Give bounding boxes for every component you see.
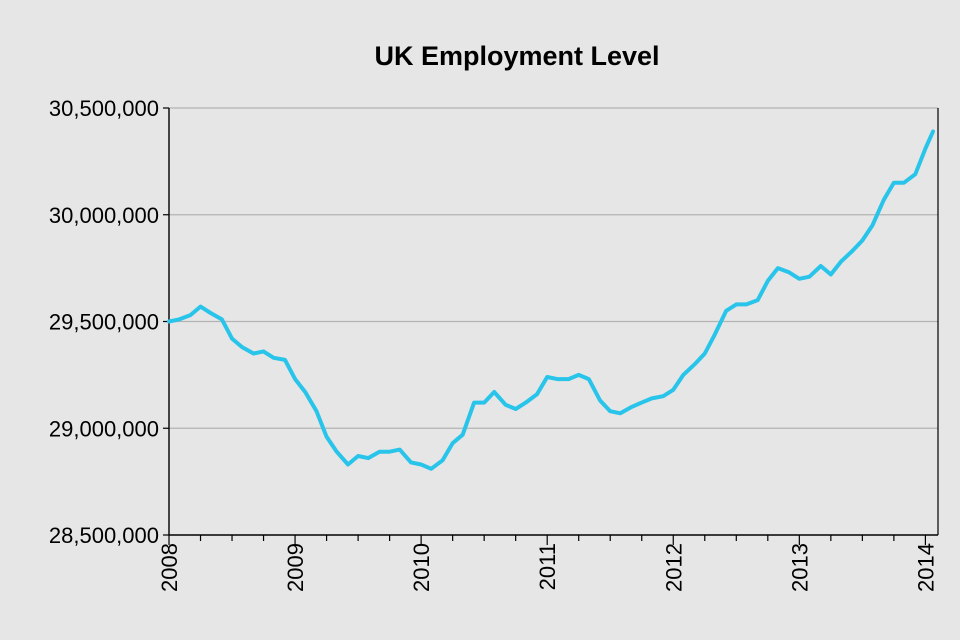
data-point xyxy=(230,336,234,341)
data-point xyxy=(472,401,476,405)
data-point xyxy=(535,392,539,396)
data-point xyxy=(555,377,559,381)
data-point xyxy=(314,409,319,413)
data-point xyxy=(303,390,307,394)
data-point xyxy=(220,317,224,321)
data-point xyxy=(429,467,433,471)
chart-title: UK Employment Level xyxy=(374,41,659,71)
data-point xyxy=(451,441,455,445)
data-point xyxy=(923,146,927,151)
data-point xyxy=(913,172,917,176)
data-point xyxy=(766,279,770,283)
data-point xyxy=(902,181,906,185)
data-point xyxy=(892,181,896,185)
data-point xyxy=(860,238,864,242)
data-point xyxy=(870,223,875,228)
data-point xyxy=(366,456,370,460)
x-tick-label: 2013 xyxy=(787,543,812,592)
y-tick-label: 30,500,000 xyxy=(49,96,159,121)
data-point xyxy=(461,433,465,437)
x-tick-labels: 2008 2009 2010 2011 2012 2013 2014 xyxy=(157,543,938,592)
data-point xyxy=(177,317,181,321)
data-point xyxy=(587,377,591,381)
x-tick-label: 2014 xyxy=(913,543,938,592)
data-point xyxy=(567,377,571,381)
data-point xyxy=(524,401,528,405)
x-tick-label: 2010 xyxy=(409,543,434,592)
data-point xyxy=(931,129,935,134)
data-point xyxy=(272,356,276,360)
data-point xyxy=(283,358,287,362)
data-point xyxy=(398,448,402,452)
y-tick-label: 28,500,000 xyxy=(49,523,159,548)
data-point xyxy=(681,373,685,377)
data-point xyxy=(839,260,843,264)
data-point xyxy=(545,375,549,379)
data-point xyxy=(744,302,748,307)
data-point xyxy=(650,396,654,400)
y-tick-label: 29,500,000 xyxy=(49,310,159,335)
y-tick-label: 30,000,000 xyxy=(49,203,159,228)
y-tick-labels: 28,500,000 29,000,000 29,500,000 30,000,000… xyxy=(49,96,159,548)
data-point xyxy=(713,332,717,336)
data-point xyxy=(671,388,675,392)
data-point xyxy=(514,407,518,411)
data-point xyxy=(724,309,728,313)
data-point xyxy=(324,435,329,439)
data-point xyxy=(440,458,445,462)
series-layer xyxy=(167,129,935,471)
data-point xyxy=(819,264,823,268)
x-tick-label: 2012 xyxy=(661,543,686,592)
data-point xyxy=(661,394,665,398)
x-tick-label: 2009 xyxy=(283,543,308,592)
series-line xyxy=(167,129,935,471)
data-point xyxy=(419,462,423,467)
data-point xyxy=(335,450,339,454)
data-point xyxy=(346,462,350,467)
data-point xyxy=(240,345,244,349)
data-point xyxy=(829,272,833,277)
data-point xyxy=(167,319,171,324)
data-point xyxy=(356,454,360,458)
data-point xyxy=(377,450,382,454)
data-point xyxy=(503,403,508,407)
data-point xyxy=(618,411,622,415)
data-point xyxy=(492,390,496,394)
data-point xyxy=(693,362,697,366)
data-point xyxy=(577,373,581,377)
data-point xyxy=(388,450,392,454)
data-point xyxy=(409,460,413,465)
data-point xyxy=(482,401,486,405)
x-tick-label: 2008 xyxy=(157,543,182,592)
data-point xyxy=(734,302,738,307)
data-point xyxy=(630,405,634,409)
data-point xyxy=(807,275,812,279)
data-point xyxy=(797,277,801,281)
data-point xyxy=(787,270,791,274)
data-point xyxy=(251,351,256,356)
data-point xyxy=(776,266,780,270)
data-point xyxy=(598,398,602,403)
data-point xyxy=(188,313,193,317)
data-point xyxy=(850,249,854,253)
data-point xyxy=(703,351,707,356)
data-point xyxy=(756,298,760,302)
data-point xyxy=(209,311,213,315)
data-point xyxy=(261,349,266,353)
data-point xyxy=(640,401,644,405)
data-point xyxy=(608,409,612,413)
data-point xyxy=(198,304,203,309)
y-tick-label: 29,000,000 xyxy=(49,416,159,441)
gridlines xyxy=(169,107,938,429)
data-point xyxy=(882,198,886,202)
data-point xyxy=(293,377,297,381)
x-tick-label: 2011 xyxy=(535,543,560,590)
